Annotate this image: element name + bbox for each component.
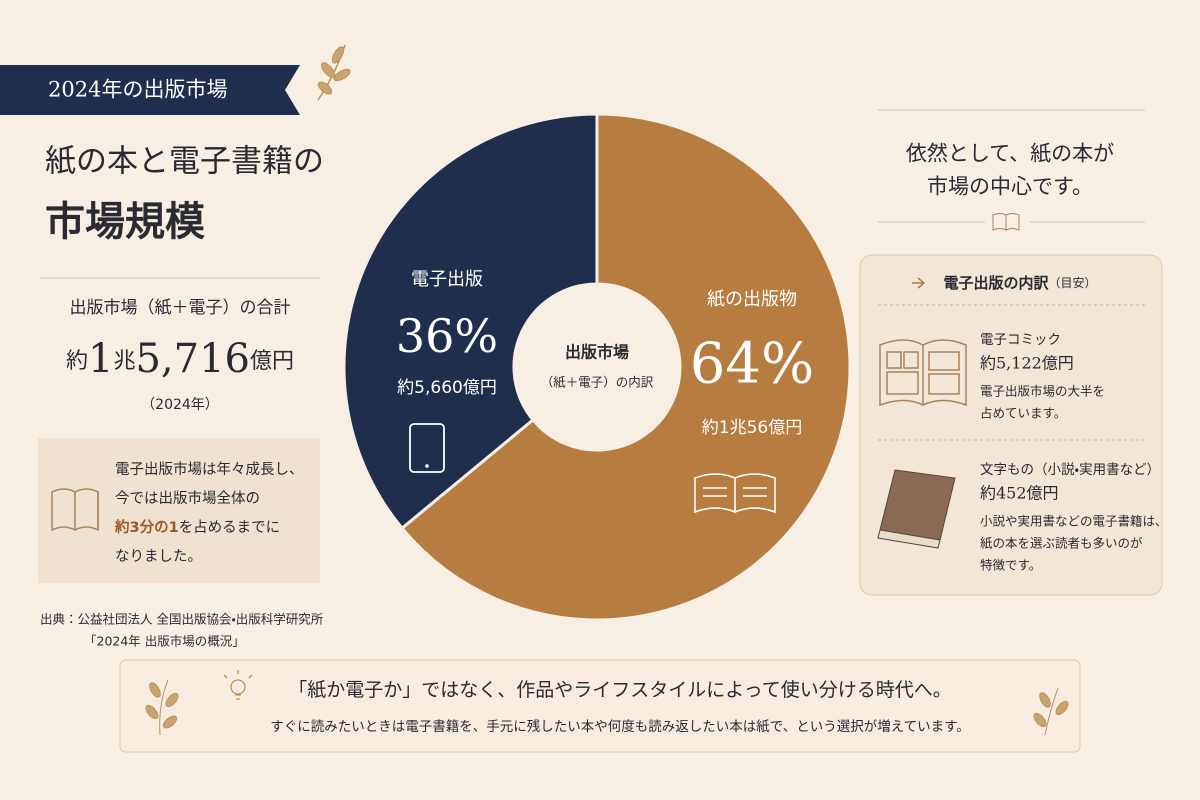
slice-name: 電子出版 [411,269,483,290]
item-desc: 占めています。 [980,406,1066,421]
headline: 市場の中心です。 [927,175,1093,199]
center-label: 出版市場 [565,343,629,362]
total-value: 約1兆5,716億円 [66,336,294,382]
total-value-part: 兆 [113,349,135,374]
donut-hole [515,285,679,449]
breakdown-title: 電子出版の内訳（目安） [943,274,1096,292]
footer-box [119,659,1081,753]
headline: 依然として、紙の本が [906,142,1114,166]
donut-slice [399,112,852,622]
total-value-part: 億円 [250,349,294,374]
total-value-part: 約 [66,349,88,374]
item-desc: 紙の本を選ぶ読者も多いのが [980,536,1143,551]
item-amount: 約452億円 [980,484,1059,503]
note-box [38,438,320,583]
note-rest: を占めるまでに [179,519,281,536]
breakdown-title-note: （目安） [1049,276,1097,290]
leaf-decoration [317,44,351,101]
bulb-icon [223,670,253,700]
breakdown-items: 電子コミック約5,122億円電子出版市場の大半を占めています。文字もの（小説・実… [980,332,1168,573]
total-value-part: 5,716 [135,336,250,382]
donut-slice [342,112,599,531]
footer-sub: すぐに読みたいときは電子書籍を、手元に残したい本や何度も読み返したい本は紙で、と… [270,718,969,735]
item-desc: 電子出版市場の大半を [980,384,1105,399]
note-line: なりました。 [115,548,202,565]
total-value-part: 1 [88,336,113,382]
item-desc: 小説や実用書などの電子書籍は、 [980,514,1168,529]
note-line: 今では出版市場全体の [115,490,260,507]
slice-amount: 約5,660億円 [397,378,497,398]
tablet-button [425,464,429,468]
book-icon [694,473,776,514]
badge-bg [0,65,300,115]
note-line: 約3分の1を占めるまでに [114,518,280,536]
slice-percent: 64% [690,332,814,397]
slice-name: 紙の出版物 [707,289,797,310]
item-name: 文字もの（小説・実用書など） [980,462,1160,478]
note-line: 電子出版市場は年々成長し、 [115,461,304,478]
arrow-icon [912,277,926,289]
breakdown-title-text: 電子出版の内訳 [943,274,1049,292]
novel-icon [877,469,956,549]
center-label: （紙＋電子）の内訳 [541,375,654,390]
total-label: 出版市場（紙＋電子）の合計 [70,298,291,318]
title-line: 紙の本と電子書籍の [45,144,324,180]
title-line: 市場規模 [45,198,205,245]
item-amount: 約5,122億円 [980,354,1074,373]
slice-percent: 36% [396,309,498,363]
small-book-icon [992,213,1020,231]
comic-icon [879,339,967,407]
tablet-icon [409,423,445,473]
slice-amount: 約1兆56億円 [702,418,802,438]
item-name: 電子コミック [980,332,1061,348]
source: 出典：公益社団法人 全国出版協会・出版科学研究所 [40,612,324,627]
donut-chart: 電子出版 36% 約5,660億円 紙の出版物 64% 約1兆56億円 出版市場 （紙＋電子）… [342,112,852,622]
source: 「2024年 出版市場の概況」 [84,634,245,649]
item-desc: 特徴です。 [980,558,1041,573]
badge: 2024年の出版市場 [48,78,227,102]
total-year: （2024年） [141,397,219,413]
leaf-decoration [145,679,1069,736]
footer-main: 「紙か電子か」ではなく、作品やライフスタイルによって使い分ける時代へ。 [288,679,951,701]
book-icon [51,488,99,532]
note-highlight: 約3分の1 [114,518,179,536]
